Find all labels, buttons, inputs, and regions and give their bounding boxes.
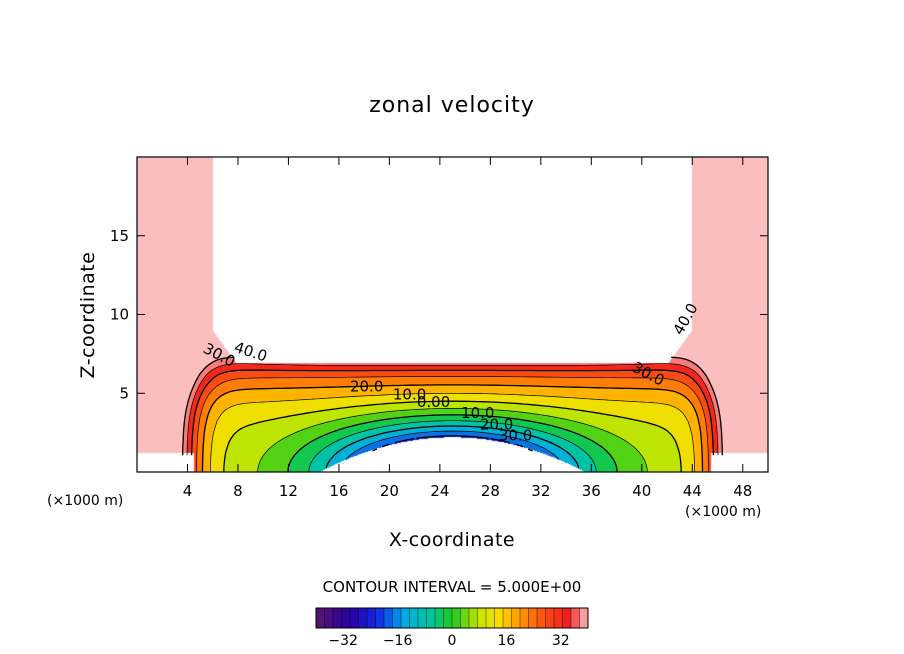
contour-label: 30.0: [499, 426, 532, 444]
colorbar-tick-label: 0: [448, 633, 457, 649]
contour-field: [137, 157, 768, 472]
contour-label: 10.0: [393, 385, 426, 403]
colorbar-cell: [341, 608, 351, 628]
colorbar-cell: [554, 608, 563, 628]
colorbar-cell: [358, 608, 368, 628]
contour-label: 20.0: [350, 377, 383, 395]
colorbar-cell: [384, 608, 393, 628]
y-tick-label: 5: [119, 384, 129, 402]
x-tick-label: 4: [183, 482, 193, 500]
colorbar-cell: [511, 608, 521, 628]
contour-line: [186, 363, 719, 456]
colorbar-cell: [435, 608, 444, 628]
x-tick-label: 28: [481, 482, 500, 500]
contour-line: [201, 384, 704, 472]
y-tick-label: 10: [110, 306, 129, 324]
colorbar-frame: [315, 607, 589, 629]
x-tick-label: 36: [582, 482, 601, 500]
colorbar-cell: [520, 608, 529, 628]
colorbar-cell: [452, 608, 461, 628]
colorbar-tick-label: 16: [497, 633, 515, 649]
colorbar: −32 −16 0 16 32: [315, 607, 589, 649]
contour-fill-image: [137, 157, 768, 472]
colorbar-cell: [579, 608, 589, 628]
colorbar-cell: [409, 608, 419, 628]
colorbar-cell: [571, 608, 580, 628]
colorbar-cell: [443, 608, 453, 628]
colorbar-cell: [350, 608, 359, 628]
colorbar-cell: [460, 608, 470, 628]
contour-line: [196, 376, 709, 472]
colorbar-cell: [418, 608, 427, 628]
colorbar-cell: [503, 608, 512, 628]
x-unit-label-left: (×1000 m): [47, 493, 123, 509]
x-tick-label: 12: [279, 482, 298, 500]
x-axis-label: X-coordinate: [389, 529, 515, 551]
colorbar-cell: [477, 608, 487, 628]
colorbar-cell: [367, 608, 376, 628]
contour-line: [182, 356, 723, 456]
contour-lines: [182, 356, 723, 472]
colorbar-cell: [333, 608, 342, 628]
colorbar-cell: [469, 608, 478, 628]
x-unit-label-right: (×1000 m): [685, 504, 761, 520]
contour-line: [308, 420, 597, 472]
colorbar-cell: [528, 608, 538, 628]
contour-interval-text: CONTOUR INTERVAL = 5.000E+00: [323, 578, 582, 596]
colorbar-cell: [316, 608, 325, 628]
colorbar-cell: [545, 608, 555, 628]
x-axis: 4 8 12 16 20 24 28 32 36 40 44 48: [183, 157, 752, 500]
x-tick-label: 44: [683, 482, 702, 500]
colorbar-tick-label: 32: [552, 633, 570, 649]
y-axis: 5 10 15: [110, 227, 768, 402]
x-tick-label: 48: [733, 482, 752, 500]
colorbar-tick-label: −32: [328, 633, 358, 649]
colorbar-cell: [494, 608, 504, 628]
colorbar-cell: [324, 608, 334, 628]
colorbar-cell: [426, 608, 436, 628]
contour-line: [257, 408, 648, 472]
colorbar-cell: [375, 608, 385, 628]
x-tick-label: 40: [632, 482, 651, 500]
contour-line: [210, 392, 695, 472]
contour-label: 10.0: [461, 404, 494, 422]
contour-line: [372, 435, 533, 452]
x-tick-label: 8: [233, 482, 243, 500]
contour-line: [325, 425, 580, 469]
contour-label: 20.0: [480, 415, 513, 433]
colorbar-cell: [401, 608, 410, 628]
x-tick-label: 24: [430, 482, 449, 500]
y-axis-label: Z-coordinate: [77, 252, 99, 379]
contour-line: [223, 400, 682, 472]
colorbar-cell: [486, 608, 495, 628]
colorbar-cell: [392, 608, 402, 628]
x-tick-label: 32: [531, 482, 550, 500]
colorbar-cell: [562, 608, 572, 628]
colorbar-tick-label: −16: [383, 633, 413, 649]
y-tick-label: 15: [110, 227, 129, 245]
colorbar-cell: [537, 608, 546, 628]
x-tick-label: 16: [329, 482, 348, 500]
contour-line: [190, 369, 715, 456]
contour-line: [342, 430, 563, 464]
chart-title: zonal velocity: [369, 93, 535, 118]
x-tick-label: 20: [380, 482, 399, 500]
contour-label: 0.00: [417, 393, 450, 411]
